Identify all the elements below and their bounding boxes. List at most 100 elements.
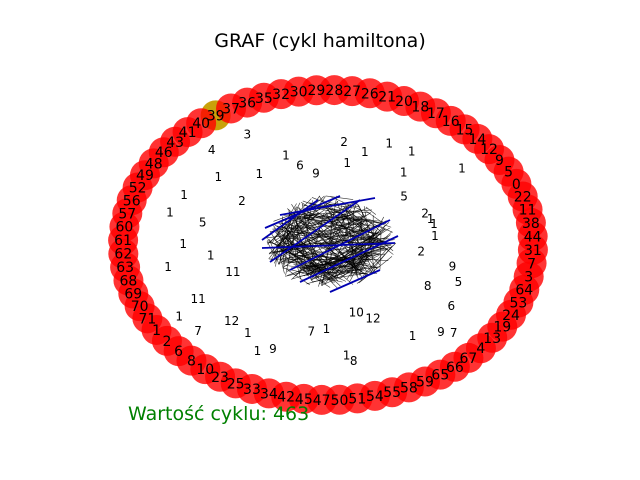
node-label: 12: [480, 142, 498, 158]
graph-edge: [278, 245, 378, 269]
cycle-edge: [269, 199, 361, 263]
node-label: 59: [416, 375, 434, 391]
node-label: 44: [524, 229, 542, 245]
graph-edge: [289, 219, 368, 249]
cycle-edge: [279, 197, 376, 216]
node-label: 16: [442, 114, 460, 130]
node-label: 62: [114, 247, 132, 263]
graph-edge: [303, 246, 393, 270]
edge-weight-label: 12: [365, 311, 380, 325]
graph-edge: [287, 245, 331, 272]
graph-edge: [339, 212, 394, 255]
node-label: 47: [313, 393, 331, 409]
graph-edge: [328, 202, 360, 207]
node-label: 68: [120, 273, 138, 289]
node-label: 71: [138, 311, 156, 327]
edge-weight-label: 1: [164, 260, 172, 274]
graph-edge: [301, 269, 338, 274]
graph-edge: [346, 225, 386, 280]
node-label: 0: [512, 177, 521, 193]
node-label: 38: [522, 216, 540, 232]
node-label: 14: [468, 132, 486, 148]
edge-weight-label: 9: [269, 342, 277, 356]
node-label: 1: [152, 323, 161, 339]
graph-edge: [331, 200, 358, 274]
node-label: 35: [255, 91, 273, 107]
node-label: 64: [515, 283, 533, 299]
node-label: 6: [174, 344, 183, 360]
cycle-edge: [261, 199, 319, 241]
edge-weight-label: 3: [243, 128, 251, 142]
graph-edge: [266, 241, 276, 257]
graph-edge: [361, 256, 370, 261]
node-label: 60: [116, 220, 134, 236]
edge-weight-label: 9: [449, 259, 457, 273]
graph-edge: [369, 245, 393, 274]
node-label: 18: [411, 100, 429, 116]
edge-weight-label: 1: [256, 167, 264, 181]
graph-edge: [379, 233, 382, 270]
edge-weight-label: 1: [400, 165, 408, 179]
node-label: 53: [509, 295, 527, 311]
node-label: 65: [431, 368, 449, 384]
graph-edge: [325, 213, 387, 225]
node-label: 54: [366, 389, 384, 405]
node-label: 52: [129, 181, 147, 197]
node-label: 36: [238, 96, 256, 112]
edge-weight-label: 1: [244, 326, 252, 340]
node-label: 67: [460, 351, 478, 367]
cycle-value-text: Wartość cyklu: 463: [128, 403, 309, 425]
graph-edge: [303, 228, 386, 277]
node-label: 58: [400, 380, 418, 396]
node-label: 50: [331, 393, 349, 409]
node-label: 8: [187, 354, 196, 370]
node-label: 17: [427, 106, 445, 122]
node-label: 2: [163, 334, 172, 350]
node-label: 5: [504, 165, 513, 181]
graph-edge: [303, 209, 380, 243]
node-label: 55: [383, 385, 401, 401]
node-label: 21: [378, 90, 396, 106]
edge-weight-label: 1: [385, 137, 393, 151]
cycle-value-number: 463: [272, 403, 310, 425]
node-label: 40: [192, 116, 210, 132]
edge-weight-label: 7: [194, 324, 202, 338]
node-label: 46: [155, 145, 173, 161]
edge-weight-label: 5: [400, 190, 408, 204]
edge-weight-label: 1: [458, 161, 466, 175]
edge-weight-label: 2: [340, 135, 348, 149]
node-label: 63: [116, 260, 134, 276]
node-label: 9: [495, 153, 504, 169]
graph-node: [186, 108, 217, 139]
node-label: 61: [114, 233, 132, 249]
edge-weight-label: 10: [349, 306, 364, 320]
graph-edge: [365, 206, 377, 215]
graph-edge: [283, 195, 321, 248]
node-label: 20: [395, 94, 413, 110]
node-label: 45: [295, 392, 313, 408]
graph-edge: [286, 213, 382, 235]
edge-weight-label: 6: [296, 158, 304, 172]
node-label: 37: [222, 101, 240, 117]
graph-edge: [266, 241, 361, 267]
graph-edge: [321, 272, 351, 286]
edge-weight-label: 1: [430, 217, 438, 231]
graph-edge: [349, 216, 385, 283]
edge-weight-label: 1: [282, 148, 290, 162]
graph-edge: [320, 236, 372, 273]
node-label: 34: [260, 386, 278, 402]
node-label: 25: [227, 376, 245, 392]
graph-edge: [286, 268, 310, 286]
node-label: 48: [145, 156, 163, 172]
edge-weight-label: 1: [361, 145, 369, 159]
node-label: 32: [272, 87, 290, 103]
graph-edge: [295, 263, 370, 275]
node-label: 51: [348, 391, 366, 407]
node-label: 7: [527, 256, 536, 272]
cycle-value-label: Wartość cyklu:: [128, 403, 267, 425]
node-label: 15: [456, 122, 474, 138]
graph-edge: [356, 203, 365, 217]
node-label: 69: [124, 286, 142, 302]
edge-weight-label: 8: [424, 279, 432, 293]
